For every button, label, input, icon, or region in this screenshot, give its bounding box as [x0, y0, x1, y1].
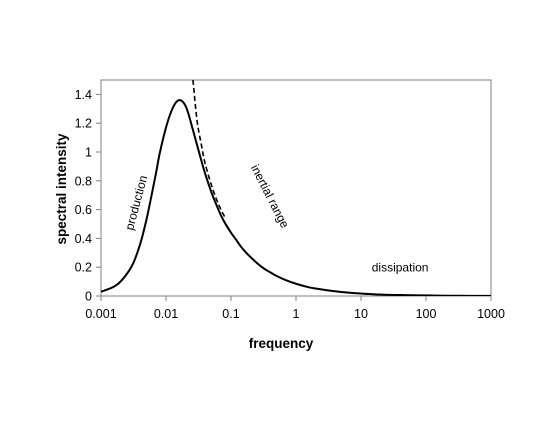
y-tick-label: 0.4	[75, 232, 92, 246]
x-tick-label: 0.1	[222, 307, 239, 321]
x-tick-label: 100	[416, 307, 437, 321]
x-tick-label: 0.01	[154, 307, 178, 321]
series-layer	[101, 80, 491, 296]
x-tick-label: 0.001	[85, 307, 116, 321]
annotation-label: inertial range	[248, 162, 292, 230]
annotation-label: dissipation	[372, 261, 429, 275]
x-tick-label: 1000	[477, 307, 505, 321]
y-tick-label: 1.4	[75, 88, 92, 102]
axes	[96, 79, 492, 301]
y-tick-labels: 0 0.2 0.4 0.6 0.8 1 1.2 1.4	[75, 88, 92, 304]
x-tick-labels: 0.001 0.01 0.1 1 10 100 1000	[85, 307, 505, 321]
y-tick-label: 1.2	[75, 117, 92, 131]
series-line-dashed	[192, 80, 226, 218]
y-tick-label: 0	[85, 290, 92, 304]
y-tick-label: 0.2	[75, 261, 92, 275]
y-tick-label: 0.8	[75, 174, 92, 188]
y-tick-label: 1	[85, 146, 92, 160]
y-axis-title: spectral intensity	[54, 133, 69, 245]
x-tick-label: 10	[354, 307, 368, 321]
plot-area-border	[100, 79, 492, 297]
x-axis-title: frequency	[249, 336, 314, 351]
y-tick-label: 0.6	[75, 203, 92, 217]
x-tick-label: 1	[293, 307, 300, 321]
series-line-solid	[101, 99, 491, 296]
